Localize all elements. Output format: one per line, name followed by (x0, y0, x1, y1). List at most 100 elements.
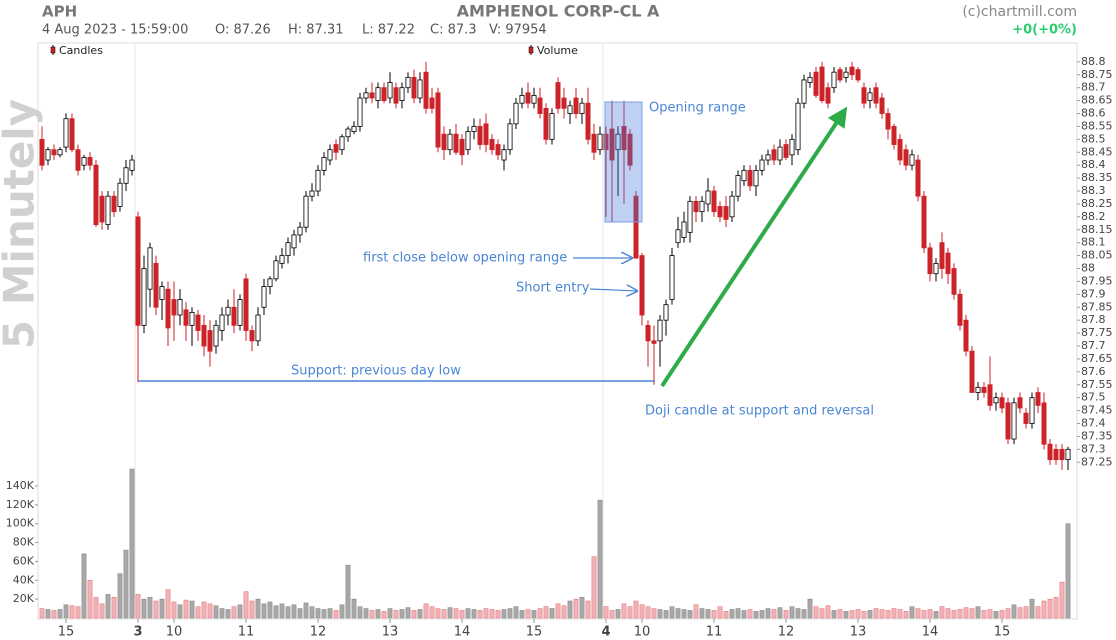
candle-body (489, 138, 495, 151)
volume-bar (297, 608, 303, 619)
candle-body (675, 229, 681, 244)
volume-bar (357, 606, 363, 619)
candle-body (429, 97, 435, 109)
volume-bar (795, 608, 801, 619)
candle-body (279, 255, 285, 264)
volume-bar (891, 608, 897, 619)
candle-body (1041, 402, 1047, 445)
candle-body (129, 159, 135, 171)
candle-body (585, 102, 591, 140)
candle-body (519, 95, 525, 104)
volume-bar (93, 596, 99, 619)
volume-bar (849, 610, 855, 619)
volume-bar (987, 609, 993, 619)
volume-bar (501, 609, 507, 619)
volume-bar (909, 606, 915, 619)
quote: H: 87.31 (288, 23, 344, 38)
candle-body (171, 299, 177, 316)
candle-body (711, 190, 717, 213)
candle-body (1017, 397, 1023, 409)
candle-body (261, 286, 267, 308)
volume-bar (69, 605, 75, 619)
candle-body (1023, 412, 1029, 424)
volume-bar (429, 606, 435, 619)
volume-bar (999, 610, 1005, 619)
volume-bar (927, 609, 933, 619)
quote: O: 87.26 (215, 23, 271, 38)
y-tick-label: 88 (1081, 262, 1095, 275)
volume-bar (375, 609, 381, 619)
candle-body (717, 206, 723, 218)
volume-bar (921, 610, 927, 619)
volume-bar (951, 610, 957, 619)
candle-body (903, 149, 909, 166)
plot-frame (37, 42, 1078, 620)
candle-body (867, 92, 873, 102)
candle-body (153, 262, 159, 308)
candle-body (993, 397, 999, 404)
volume-bar (111, 596, 117, 619)
candle-body (219, 314, 225, 331)
arrow (589, 289, 637, 291)
candle-body (165, 288, 171, 329)
candle-body (735, 175, 741, 197)
volume-bar (225, 609, 231, 619)
candle-body (849, 66, 855, 76)
candle-body (459, 138, 465, 156)
candle-body (801, 79, 807, 104)
y2-tick-label: 60K (13, 554, 35, 567)
volume-bar (495, 610, 501, 619)
volume-bar (903, 611, 909, 619)
volume-bar (141, 598, 147, 619)
candle-body (471, 126, 477, 133)
volume-bar (81, 553, 87, 619)
candle-body (465, 131, 471, 151)
volume-bar (807, 598, 813, 619)
candle-body (189, 312, 195, 326)
candle-body (609, 128, 615, 161)
candle-body (573, 97, 579, 114)
volume-bar (465, 608, 471, 619)
candle-body (441, 133, 447, 151)
y-tick-label: 88.75 (1081, 68, 1113, 81)
volume-bar (1053, 596, 1059, 619)
candle-body (447, 133, 453, 151)
candle-body (645, 324, 651, 342)
volume-bar (771, 609, 777, 619)
candle-body (207, 330, 213, 352)
volume-bar (153, 600, 159, 619)
y-tick-label: 88.6 (1081, 107, 1106, 120)
candle-body (705, 190, 711, 205)
volume-bar (747, 609, 753, 619)
volume-bar (249, 600, 255, 619)
volume-bar (417, 609, 423, 619)
volume-bar (705, 609, 711, 619)
volume-bar (411, 610, 417, 619)
candle-body (273, 260, 279, 280)
volume-bar (1059, 581, 1065, 619)
volume-bar (993, 611, 999, 619)
volume-bar (645, 606, 651, 619)
annotation: Doji candle at support and reversal (645, 404, 874, 419)
candle-body (981, 386, 987, 393)
y-tick-label: 87.45 (1081, 404, 1113, 417)
volume-bar (543, 606, 549, 619)
y-tick-label: 88.65 (1081, 94, 1113, 107)
legend-icon (50, 46, 56, 54)
volume-bar (555, 603, 561, 619)
candle-body (873, 87, 879, 104)
annotation: Short entry (516, 281, 590, 296)
volume-bar (615, 609, 621, 619)
volume-bar (459, 610, 465, 619)
volume-bar (351, 598, 357, 619)
volume-bar (603, 606, 609, 619)
candle-body (243, 278, 249, 331)
volume-bar (885, 610, 891, 619)
y-tick-label: 87.7 (1081, 339, 1106, 352)
candle-body (843, 71, 849, 78)
volume-bar (51, 610, 57, 619)
y-tick-label: 87.9 (1081, 287, 1106, 300)
candle-body (543, 107, 549, 140)
volume-bar (75, 606, 81, 619)
volume-bar (177, 604, 183, 619)
